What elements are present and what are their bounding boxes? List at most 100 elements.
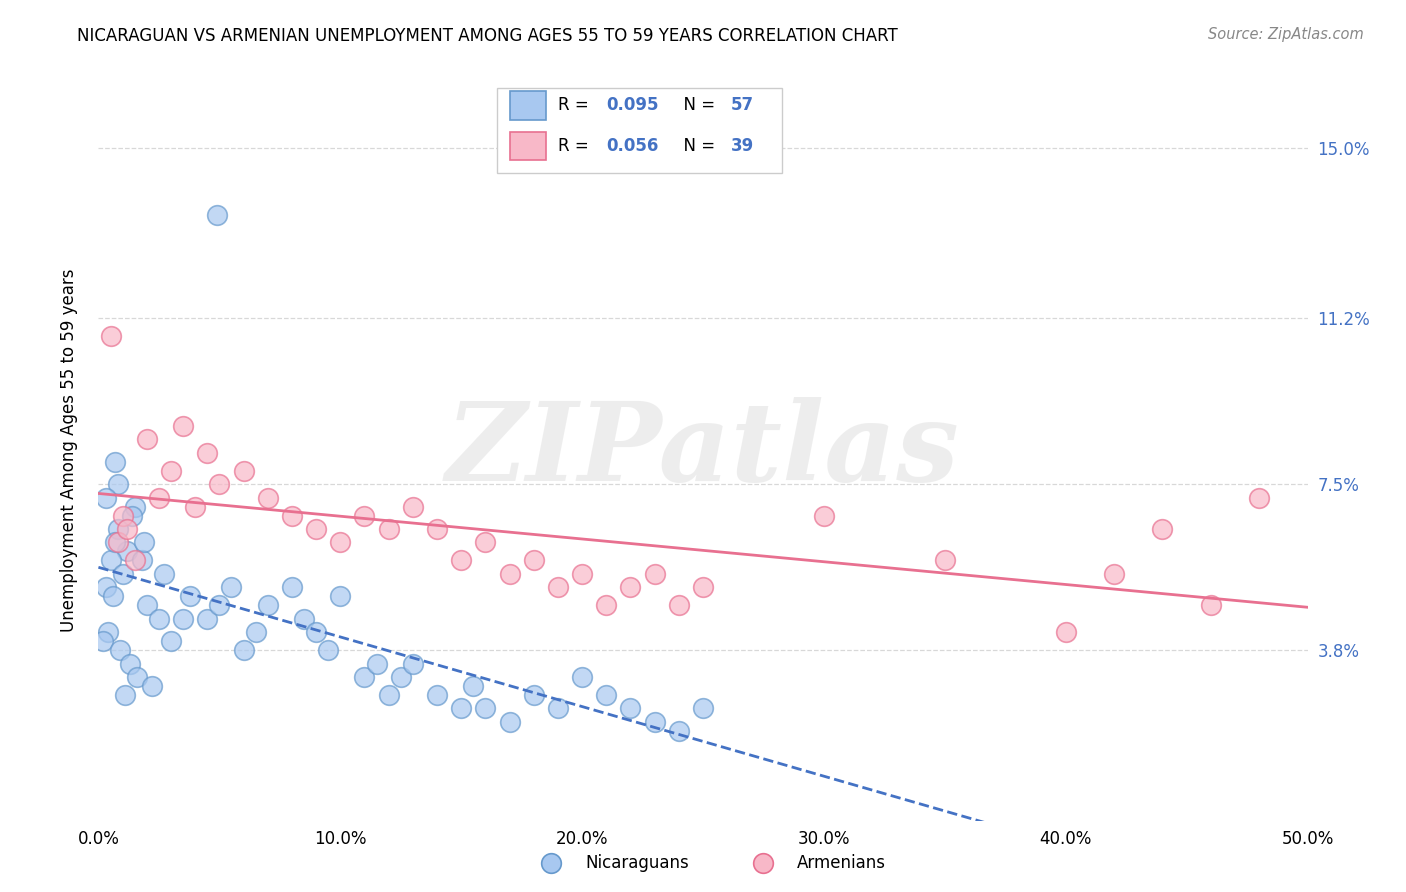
- Point: [232, 643, 254, 657]
- Point: [256, 599, 278, 613]
- Point: [245, 625, 267, 640]
- Point: [281, 580, 304, 594]
- Point: [426, 688, 449, 702]
- Point: [692, 580, 714, 594]
- Point: [205, 208, 228, 222]
- Point: [389, 670, 412, 684]
- Point: [152, 566, 174, 581]
- Text: R =: R =: [558, 96, 593, 114]
- Text: 0.056: 0.056: [606, 137, 658, 155]
- Point: [498, 714, 520, 729]
- Point: [108, 643, 131, 657]
- Point: [256, 491, 278, 505]
- Point: [135, 599, 157, 613]
- Point: [377, 688, 399, 702]
- Point: [426, 522, 449, 536]
- Point: [692, 701, 714, 715]
- Point: [316, 643, 339, 657]
- Point: [104, 535, 127, 549]
- Point: [232, 464, 254, 478]
- Point: [114, 688, 136, 702]
- Point: [619, 701, 641, 715]
- Point: [1054, 625, 1077, 640]
- Point: [148, 612, 170, 626]
- Text: Nicaraguans: Nicaraguans: [585, 854, 689, 872]
- Point: [195, 446, 218, 460]
- Text: N =: N =: [672, 137, 720, 155]
- Text: 57: 57: [731, 96, 754, 114]
- Point: [353, 670, 375, 684]
- Point: [571, 670, 593, 684]
- Point: [463, 679, 485, 693]
- Point: [1102, 566, 1125, 581]
- Point: [94, 491, 117, 505]
- Text: R =: R =: [558, 137, 593, 155]
- Point: [91, 634, 114, 648]
- Point: [111, 508, 134, 523]
- Point: [221, 580, 243, 594]
- Point: [934, 553, 956, 567]
- Point: [131, 553, 153, 567]
- Point: [523, 553, 546, 567]
- Point: [100, 553, 122, 567]
- Point: [124, 500, 146, 514]
- Point: [1152, 522, 1174, 536]
- Point: [450, 553, 472, 567]
- Point: [184, 500, 207, 514]
- Point: [813, 508, 835, 523]
- Point: [111, 566, 134, 581]
- Point: [329, 535, 352, 549]
- Text: ZIPatlas: ZIPatlas: [446, 397, 960, 504]
- Point: [97, 625, 120, 640]
- Point: [117, 544, 139, 558]
- Point: [208, 599, 231, 613]
- Point: [305, 522, 328, 536]
- Point: [644, 566, 666, 581]
- Point: [540, 856, 562, 871]
- Point: [595, 688, 617, 702]
- Text: 39: 39: [731, 137, 754, 155]
- Point: [94, 580, 117, 594]
- Point: [305, 625, 328, 640]
- Point: [135, 432, 157, 446]
- Point: [571, 566, 593, 581]
- Point: [179, 589, 201, 603]
- Point: [107, 522, 129, 536]
- Point: [547, 701, 569, 715]
- Point: [668, 599, 690, 613]
- Point: [402, 500, 425, 514]
- Point: [124, 553, 146, 567]
- Y-axis label: Unemployment Among Ages 55 to 59 years: Unemployment Among Ages 55 to 59 years: [59, 268, 77, 632]
- Point: [208, 477, 231, 491]
- Point: [353, 508, 375, 523]
- Point: [329, 589, 352, 603]
- Point: [127, 670, 149, 684]
- Point: [118, 657, 141, 671]
- Point: [134, 535, 156, 549]
- Point: [281, 508, 304, 523]
- Point: [402, 657, 425, 671]
- Point: [668, 723, 690, 738]
- Point: [107, 477, 129, 491]
- FancyBboxPatch shape: [509, 132, 546, 161]
- Point: [377, 522, 399, 536]
- Point: [547, 580, 569, 594]
- Point: [195, 612, 218, 626]
- Point: [172, 418, 194, 433]
- FancyBboxPatch shape: [498, 87, 782, 173]
- Point: [172, 612, 194, 626]
- Text: 0.095: 0.095: [606, 96, 659, 114]
- Point: [101, 589, 124, 603]
- Point: [523, 688, 546, 702]
- Point: [644, 714, 666, 729]
- Point: [450, 701, 472, 715]
- Point: [751, 856, 773, 871]
- Point: [160, 634, 183, 648]
- Text: Armenians: Armenians: [797, 854, 886, 872]
- Point: [366, 657, 388, 671]
- Point: [619, 580, 641, 594]
- Point: [107, 535, 129, 549]
- Point: [474, 535, 496, 549]
- FancyBboxPatch shape: [509, 91, 546, 120]
- Point: [595, 599, 617, 613]
